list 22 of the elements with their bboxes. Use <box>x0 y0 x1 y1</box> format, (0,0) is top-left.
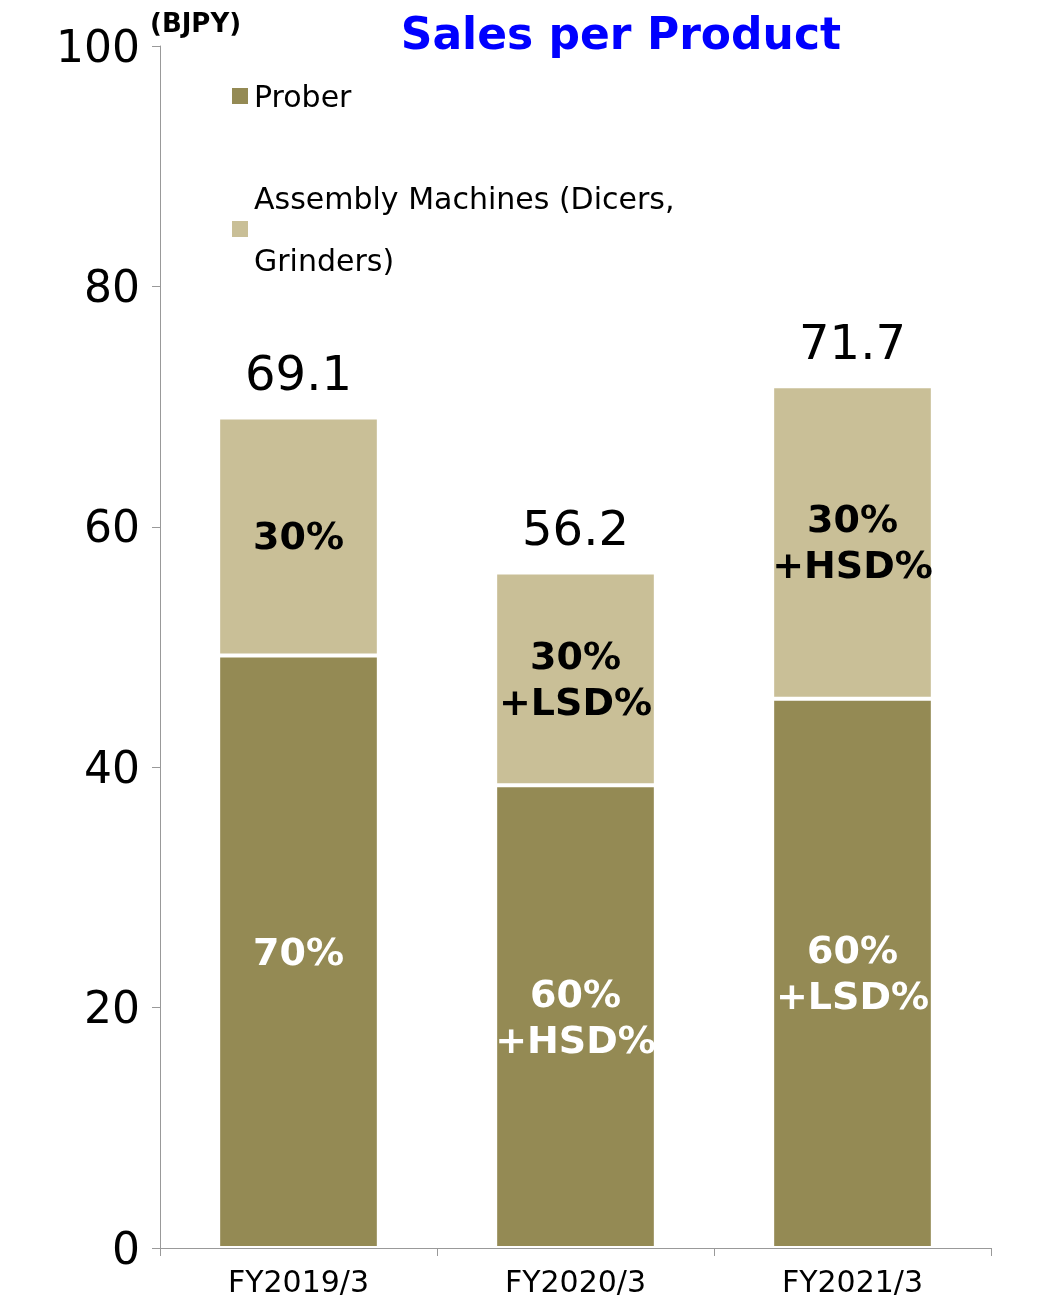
y-axis-title: (BJPY) <box>150 8 242 38</box>
annotation: 60% +LSD% <box>775 928 930 1019</box>
y-tick-label: 80 <box>84 260 140 312</box>
y-tick-label: 20 <box>84 982 140 1034</box>
annotation: 30% +LSD% <box>498 633 653 724</box>
x-tick-label: FY2021/3 <box>781 1263 924 1299</box>
y-tick-label: 40 <box>84 741 140 793</box>
total-label: 56.2 <box>522 500 629 557</box>
annotation: 30% +HSD% <box>772 497 933 588</box>
legend-label: Assembly Machines (Dicers, Grinders) <box>254 180 685 278</box>
y-tick-label: 60 <box>84 501 140 553</box>
chart-title: Sales per Product <box>400 7 841 59</box>
total-label: 69.1 <box>245 345 352 402</box>
legend-label: Prober <box>254 78 353 114</box>
y-tick-label: 0 <box>112 1222 140 1274</box>
x-tick-label: FY2020/3 <box>504 1263 647 1299</box>
annotation: 70% <box>253 929 344 974</box>
annotation: 30% <box>253 514 344 559</box>
y-tick-label: 100 <box>56 20 140 72</box>
annotation: 60% +HSD% <box>495 971 656 1062</box>
total-label: 71.7 <box>799 314 906 371</box>
x-tick-label: FY2019/3 <box>227 1263 370 1299</box>
